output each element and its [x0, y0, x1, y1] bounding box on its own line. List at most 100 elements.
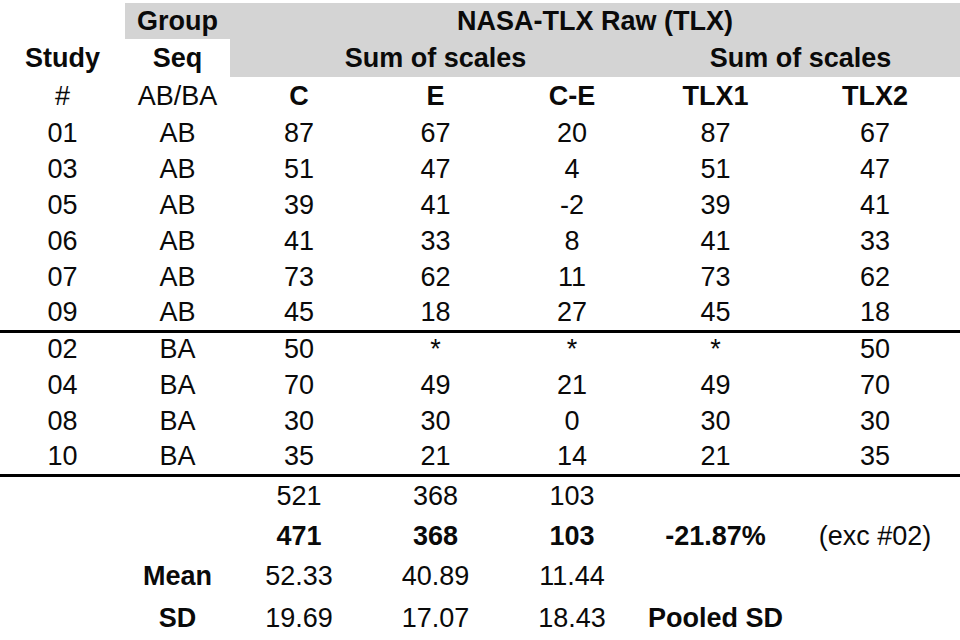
pooled-sd-label: Pooled SD	[641, 597, 790, 639]
study-id-cell: 06	[0, 223, 125, 259]
col-header-e: E	[368, 77, 503, 115]
seq-cell: AB	[125, 151, 230, 187]
ce-cell: 4	[503, 151, 641, 187]
tlx1-cell: 30	[641, 403, 790, 439]
ce-cell: 11	[503, 259, 641, 295]
mean-label: Mean	[125, 556, 230, 597]
e-cell: 67	[368, 115, 503, 151]
nasa-tlx-table: Group NASA-TLX Raw (TLX) Study # Seq AB/…	[0, 3, 960, 639]
table-row: 10 BA 35 21 14 21 35	[0, 439, 960, 475]
tlx1-cell: 51	[641, 151, 790, 187]
table-title: NASA-TLX Raw (TLX)	[230, 3, 960, 39]
total-e-cell: 368	[368, 475, 503, 516]
spacer	[790, 556, 960, 597]
ce-cell: 21	[503, 367, 641, 403]
tlx1-cell: 21	[641, 439, 790, 475]
spacer	[0, 516, 125, 556]
e-cell: 47	[368, 151, 503, 187]
ce-cell: -2	[503, 187, 641, 223]
total-excl-ce-cell: 103	[503, 516, 641, 556]
spacer	[0, 475, 125, 516]
table-row: 02 BA 50 * * * 50	[0, 331, 960, 367]
seq-cell: AB	[125, 115, 230, 151]
spacer	[641, 475, 790, 516]
total-ce-cell: 103	[503, 475, 641, 516]
seq-label: Seq	[125, 39, 230, 77]
e-cell: 30	[368, 403, 503, 439]
c-cell: 50	[230, 331, 368, 367]
e-cell: 41	[368, 187, 503, 223]
ce-cell: 14	[503, 439, 641, 475]
sd-e-cell: 17.07	[368, 597, 503, 639]
seq-cell: BA	[125, 439, 230, 475]
total-excl-c-cell: 471	[230, 516, 368, 556]
seq-sub-label: AB/BA	[125, 77, 230, 115]
tlx2-cell: 67	[790, 115, 960, 151]
ce-cell: 20	[503, 115, 641, 151]
exclusion-note: (exc #02)	[790, 516, 960, 556]
spacer	[641, 556, 790, 597]
tlx2-cell: 41	[790, 187, 960, 223]
tlx2-cell: 18	[790, 295, 960, 331]
tlx2-cell: 33	[790, 223, 960, 259]
tlx2-cell: 62	[790, 259, 960, 295]
page: Group NASA-TLX Raw (TLX) Study # Seq AB/…	[0, 0, 960, 640]
ce-cell: 8	[503, 223, 641, 259]
sd-row: SD 19.69 17.07 18.43 Pooled SD	[0, 597, 960, 639]
c-cell: 30	[230, 403, 368, 439]
tlx2-cell: 30	[790, 403, 960, 439]
study-id-cell: 08	[0, 403, 125, 439]
seq-header-cell: Seq AB/BA	[125, 39, 230, 115]
c-cell: 35	[230, 439, 368, 475]
study-id-cell: 05	[0, 187, 125, 223]
study-id-cell: 07	[0, 259, 125, 295]
seq-cell: AB	[125, 259, 230, 295]
sum-of-scales-left-header: Sum of scales	[230, 39, 641, 77]
e-cell: 49	[368, 367, 503, 403]
tlx2-cell: 70	[790, 367, 960, 403]
totals-excl-row: 471 368 103 -21.87% (exc #02)	[0, 516, 960, 556]
mean-ce-cell: 11.44	[503, 556, 641, 597]
col-header-ce: C-E	[503, 77, 641, 115]
spacer	[0, 556, 125, 597]
e-cell: 21	[368, 439, 503, 475]
tlx1-cell: 49	[641, 367, 790, 403]
c-cell: 73	[230, 259, 368, 295]
study-header-stack: Study #	[0, 39, 125, 115]
seq-cell: BA	[125, 331, 230, 367]
corner-spacer	[0, 3, 125, 39]
study-id-cell: 09	[0, 295, 125, 331]
table-row: 03 AB 51 47 4 51 47	[0, 151, 960, 187]
table-row: 01 AB 87 67 20 87 67	[0, 115, 960, 151]
col-header-tlx1: TLX1	[641, 77, 790, 115]
total-excl-e-cell: 368	[368, 516, 503, 556]
sd-ce-cell: 18.43	[503, 597, 641, 639]
tlx2-cell: 50	[790, 331, 960, 367]
study-id-cell: 10	[0, 439, 125, 475]
seq-cell: BA	[125, 367, 230, 403]
c-cell: 45	[230, 295, 368, 331]
study-id-cell: 02	[0, 331, 125, 367]
table-row: 04 BA 70 49 21 49 70	[0, 367, 960, 403]
study-sub-label: #	[0, 77, 125, 115]
seq-cell: BA	[125, 403, 230, 439]
sd-c-cell: 19.69	[230, 597, 368, 639]
study-id-cell: 01	[0, 115, 125, 151]
sd-label: SD	[125, 597, 230, 639]
table-row: 07 AB 73 62 11 73 62	[0, 259, 960, 295]
table-row: 08 BA 30 30 0 30 30	[0, 403, 960, 439]
mean-c-cell: 52.33	[230, 556, 368, 597]
table-row: 09 AB 45 18 27 45 18	[0, 295, 960, 331]
tlx1-cell: *	[641, 331, 790, 367]
tlx1-cell: 39	[641, 187, 790, 223]
spacer	[0, 597, 125, 639]
spacer	[790, 597, 960, 639]
mean-row: Mean 52.33 40.89 11.44	[0, 556, 960, 597]
ce-cell: *	[503, 331, 641, 367]
tlx1-cell: 73	[641, 259, 790, 295]
percent-diff-cell: -21.87%	[641, 516, 790, 556]
study-id-cell: 04	[0, 367, 125, 403]
e-cell: 18	[368, 295, 503, 331]
seq-cell: AB	[125, 295, 230, 331]
e-cell: *	[368, 331, 503, 367]
